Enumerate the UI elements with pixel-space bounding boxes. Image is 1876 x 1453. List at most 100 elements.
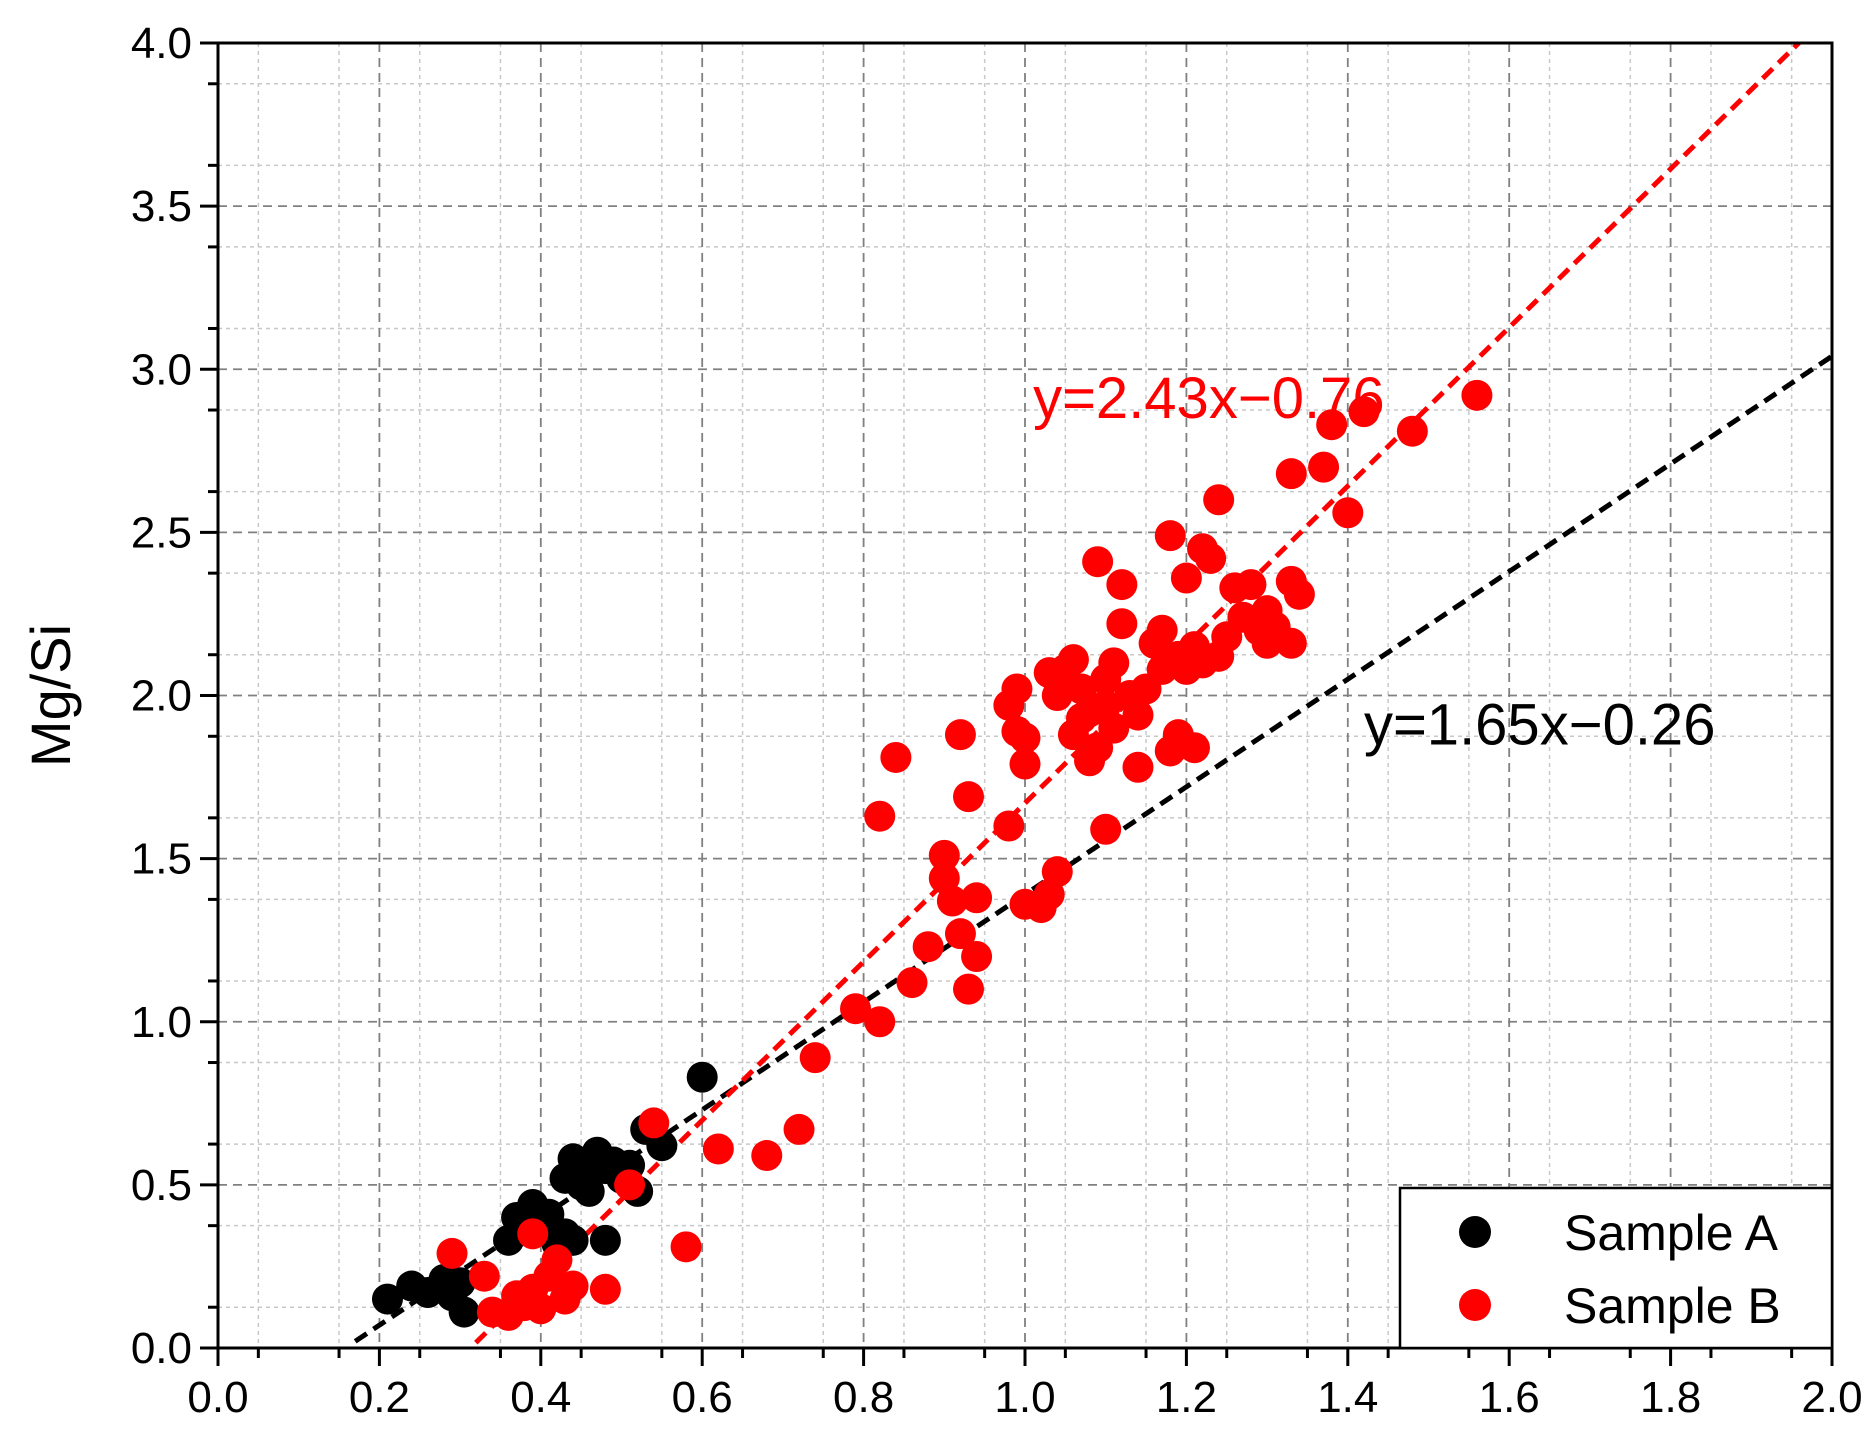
data-point [670,1231,702,1263]
data-point [1009,748,1041,780]
data-point [1283,578,1315,610]
x-tick-label: 0.8 [833,1373,894,1422]
x-tick-label: 1.6 [1479,1373,1540,1422]
data-point [1178,732,1210,764]
data-point [371,1283,403,1315]
data-point [799,1042,831,1074]
data-point [1275,627,1307,659]
fit-equation-label: y=2.43x−0.76 [1033,366,1385,431]
data-point [953,781,985,813]
data-point [1106,569,1138,601]
data-point [864,800,896,832]
data-point [448,1296,480,1328]
data-point [1203,484,1235,516]
x-tick-label: 1.4 [1317,1373,1378,1422]
y-tick-label: 4.0 [131,19,192,68]
fit-annotations: y=1.65x−0.26 y=2.43x−0.76 [1033,366,1715,757]
x-axis: 0.0 0.2 0.4 0.6 0.8 1.0 1.2 1.4 1.6 1.8 2.0 [187,1348,1863,1422]
data-point [944,918,976,950]
y-tick-label: 1.5 [131,835,192,884]
data-point [468,1260,500,1292]
x-tick-label: 1.0 [994,1373,1055,1422]
data-point [961,882,993,914]
legend-label: Sample B [1564,1278,1781,1334]
x-tick-label: 2.0 [1801,1373,1862,1422]
y-tick-label: 0.0 [131,1324,192,1373]
data-point [1009,722,1041,754]
grid [218,43,1832,1348]
legend-box [1398,1186,1834,1350]
data-point [1170,562,1202,594]
data-point [686,1061,718,1093]
x-tick-label: 1.2 [1156,1373,1217,1422]
data-point [783,1113,815,1145]
data-point [525,1293,557,1325]
data-point [1146,614,1178,646]
data-point [1348,396,1380,428]
data-point [1098,647,1130,679]
data-points [371,379,1493,1331]
data-point [961,941,993,972]
data-point [573,1175,605,1207]
legend-marker [1459,1216,1491,1248]
y-tick-label: 1.0 [131,998,192,1047]
data-point [1122,699,1154,731]
legend-marker [1459,1289,1491,1321]
data-point [1275,458,1307,490]
data-point [1154,520,1186,552]
data-point [541,1244,573,1276]
data-point [702,1133,734,1165]
data-point [517,1218,549,1250]
data-point [549,1283,581,1315]
data-point [1106,608,1138,640]
data-point [840,993,872,1025]
data-point [1057,644,1089,676]
y-tick-label: 3.0 [131,345,192,394]
data-point [589,1224,621,1256]
data-point [944,719,976,751]
fit-line-sample-b [466,43,1802,1348]
y-axis: 0.0 0.5 1.0 1.5 2.0 2.5 3.0 3.5 4.0 [131,19,218,1373]
x-tick-label: 0.4 [510,1373,571,1422]
x-tick-label: 1.8 [1640,1373,1701,1422]
data-point [444,1267,476,1299]
y-tick-label: 2.5 [131,508,192,557]
data-point [1098,712,1130,744]
data-point [1396,415,1428,447]
data-point [1461,379,1493,411]
x-tick-label: 0.0 [187,1373,248,1422]
data-point [953,973,985,1005]
data-point [993,810,1025,842]
data-point [928,839,960,871]
data-point [1090,813,1122,845]
y-tick-label: 0.5 [131,1161,192,1210]
data-point [751,1140,783,1172]
data-point [1332,497,1364,529]
data-point [1195,542,1227,574]
data-point [936,885,968,917]
data-point [557,1143,589,1175]
legend: Sample A Sample B [1398,1186,1834,1350]
data-point [1316,409,1348,441]
x-tick-label: 0.2 [349,1373,410,1422]
data-point [1082,546,1114,578]
y-tick-label: 2.0 [131,672,192,721]
data-point [1041,680,1073,711]
data-point [864,1006,896,1038]
data-point [1122,751,1154,783]
data-point [1235,569,1267,601]
fit-equation-label: y=1.65x−0.26 [1364,692,1716,757]
data-point [880,741,912,773]
y-axis-title: Mg/Si [19,624,82,767]
data-point [896,967,928,999]
data-point [638,1107,670,1139]
series-sample-b [436,379,1493,1331]
data-point [589,1273,621,1305]
x-tick-label: 0.6 [672,1373,733,1422]
data-point [614,1169,646,1201]
data-point [1001,673,1033,705]
y-tick-label: 3.5 [131,182,192,231]
data-point [1041,856,1073,888]
data-point [436,1237,468,1269]
